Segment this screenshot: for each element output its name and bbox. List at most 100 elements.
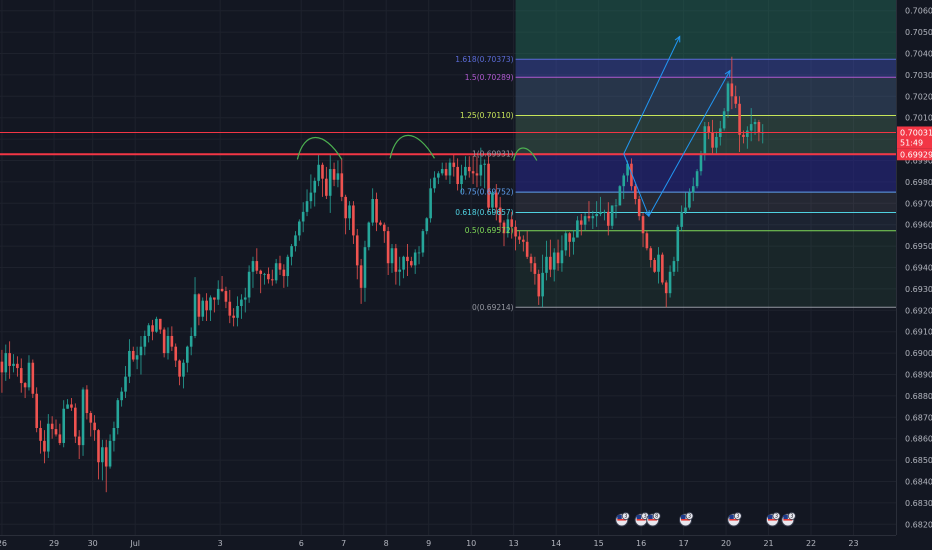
event-count-badge [772,512,781,520]
candle-body [471,171,475,174]
pattern-arcs[interactable] [296,134,538,161]
candle-body [70,404,73,408]
candle-body [247,271,251,298]
pattern-arc[interactable] [389,134,436,159]
candle-body [502,222,506,234]
pattern-arc[interactable] [296,136,343,160]
time-tick-label: 23 [848,539,858,548]
candle-body [155,318,158,332]
candle-body [579,220,583,225]
event-count-badge [787,512,796,520]
candle-body [35,393,38,428]
candle-body [514,226,517,237]
candle-body [537,273,541,297]
time-tick-label: 10 [466,539,476,548]
candle-body [730,83,734,97]
projection-arrow[interactable] [623,36,681,155]
candle-body [189,335,193,347]
projection-arrow[interactable] [623,153,650,217]
candle-body [162,329,166,354]
candle-body [398,269,402,272]
candle-body [695,171,699,187]
candle-body [124,376,127,392]
candle-body [251,261,255,272]
candle-body [614,205,618,207]
candle-body [626,163,629,176]
candle-body [108,440,112,467]
candle-body [406,256,409,262]
candle-body [143,335,147,347]
candle-body [688,192,691,208]
candle-body [166,335,170,354]
candle-body [622,175,626,187]
candle-body [379,222,382,225]
arrow-head [674,35,681,43]
time-tick-label: 3 [218,539,223,548]
candle-body [255,261,259,271]
candle-body [197,294,201,317]
candle-body [479,164,483,176]
flag-canton-icon [636,515,642,519]
candle-body [529,256,533,264]
candle-body [139,346,143,356]
fib-level-label: 1(0.69931) [472,149,514,158]
candle-body [591,216,595,219]
fib-level-label: 1.5(0.70289) [465,73,514,82]
fib-zone-top [515,0,896,60]
candle-body [290,246,293,257]
candle-body [568,233,571,242]
event-count-badge [685,512,694,520]
candle-body [85,389,89,414]
projection-arrow[interactable] [648,70,731,217]
candle-body [753,121,757,125]
candle-body [50,423,54,430]
candle-body [722,111,726,129]
candle-body [259,270,262,274]
fib-level-label: 0(0.69214) [472,303,514,312]
projection-arrows[interactable] [623,35,731,218]
time-tick-label: 6 [299,539,304,548]
flag-stripe-icon [729,519,739,521]
candle-body [101,447,104,463]
time-tick-label: 13 [509,539,519,548]
event-count-badge [652,512,661,520]
candle-body [711,132,714,148]
flag-stripe-icon [617,519,627,521]
candle-body [464,166,467,176]
horizontal-lines[interactable] [0,131,896,156]
time-tick-label: 14 [551,539,561,548]
candle-body [62,408,66,443]
time-axis[interactable]: 26 29 30 Jul 3 6 7 8 9 10 13 14 15 16 17 20 21 22 23 [0,539,859,548]
event-count-label: 3 [624,514,627,520]
candle-body [738,103,741,135]
candle-body [560,250,564,264]
candle-body [348,205,351,219]
candle-body [576,220,579,238]
pattern-arc[interactable] [513,147,538,161]
candle-body [27,362,31,388]
candle-body [0,361,4,373]
candle-body [151,325,154,332]
arrow-head [724,69,731,77]
fib-level-label: 0.5(0.69572) [465,226,514,235]
economic-events[interactable]: 3 3 8 3 3 3 3 [615,512,796,527]
candle-body [131,350,135,360]
candle-body [77,436,81,446]
candle-body [213,297,216,300]
candle-body [352,205,355,236]
candle-body [216,288,220,300]
candle-body [680,211,683,227]
time-tick-label: 9 [426,539,431,548]
candle-body [545,256,548,273]
candle-body [734,96,738,104]
candle-body [749,124,753,131]
candle-body [228,301,232,316]
candle-body [549,256,552,270]
